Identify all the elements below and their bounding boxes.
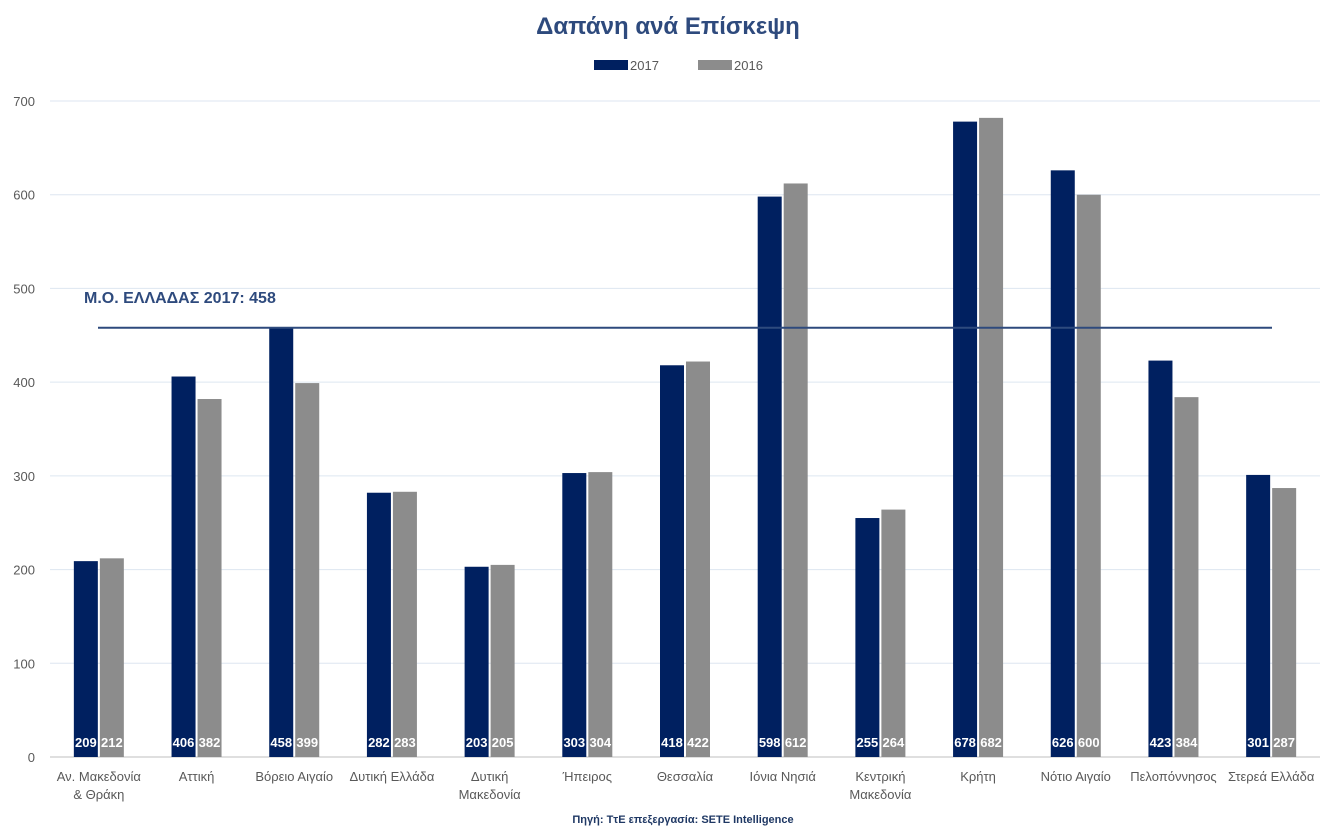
data-label-2017-2: 458 — [270, 735, 292, 750]
data-label-2016-7: 612 — [785, 735, 807, 750]
data-label-2017-1: 406 — [173, 735, 195, 750]
data-label-2016-5: 304 — [589, 735, 611, 750]
bar-2017-2 — [269, 327, 294, 757]
x-tick-label: Ιόνια Νησιά — [749, 769, 816, 784]
bar-2017-8 — [855, 518, 880, 757]
bar-2016-1 — [197, 399, 222, 757]
x-tick-label: Νότιο Αιγαίο — [1041, 769, 1111, 784]
bar-2016-2 — [295, 383, 320, 757]
y-tick-label: 0 — [28, 750, 35, 765]
data-label-2017-8: 255 — [857, 735, 879, 750]
bar-2016-8 — [881, 509, 906, 757]
x-tick-label: & Θράκη — [73, 787, 124, 802]
bar-2017-3 — [366, 492, 391, 757]
data-label-2016-6: 422 — [687, 735, 709, 750]
bar-2016-0 — [99, 558, 124, 757]
average-line-label: Μ.Ο. ΕΛΛΑΔΑΣ 2017: 458 — [84, 290, 276, 307]
x-tick-label: Δυτική Ελλάδα — [349, 769, 434, 784]
x-tick-label: Πελοπόννησος — [1130, 769, 1216, 784]
x-tick-label: Αν. Μακεδονία — [57, 769, 142, 784]
x-tick-label: Ήπειρος — [562, 769, 612, 784]
x-tick-label: Κεντρική — [855, 769, 905, 784]
bar-2016-11 — [1174, 397, 1199, 757]
bar-2016-12 — [1272, 488, 1297, 757]
data-label-2016-1: 382 — [199, 735, 221, 750]
data-label-2017-6: 418 — [661, 735, 683, 750]
bar-2017-4 — [464, 566, 489, 757]
data-labels: 209 212 406 382 458 399 282 283 203 205 303 304 418 4… — [75, 735, 1295, 750]
x-axis: Αν. Μακεδονία & Θράκη Αττική Βόρειο Αιγαίο Δ… — [57, 769, 1315, 802]
y-tick-label: 300 — [13, 469, 35, 484]
data-label-2016-11: 384 — [1176, 735, 1198, 750]
data-label-2017-9: 678 — [954, 735, 976, 750]
bar-2016-4 — [490, 564, 515, 757]
bar-2017-0 — [73, 561, 98, 757]
bar-2017-12 — [1246, 474, 1271, 757]
legend-label-2017: 2017 — [630, 58, 659, 73]
x-tick-label: Αττική — [179, 769, 215, 784]
data-label-2016-0: 212 — [101, 735, 123, 750]
bar-2016-9 — [979, 117, 1004, 757]
bar-2016-5 — [588, 472, 613, 757]
data-label-2017-11: 423 — [1150, 735, 1172, 750]
data-label-2016-2: 399 — [296, 735, 318, 750]
chart-title: Δαπάνη ανά Επίσκεψη — [536, 13, 800, 40]
data-label-2017-5: 303 — [563, 735, 585, 750]
data-label-2016-8: 264 — [883, 735, 905, 750]
bar-2017-7 — [757, 196, 782, 758]
source-note: Πηγή: ΤτΕ επεξεργασία: SETE Intelligence — [572, 814, 793, 826]
y-tick-label: 100 — [13, 656, 35, 671]
y-tick-label: 600 — [13, 188, 35, 203]
bar-2017-9 — [953, 121, 978, 758]
x-tick-label: Μακεδονία — [849, 787, 911, 802]
bar-2017-5 — [562, 473, 587, 757]
data-label-2017-0: 209 — [75, 735, 97, 750]
data-label-2017-10: 626 — [1052, 735, 1074, 750]
data-label-2016-10: 600 — [1078, 735, 1100, 750]
bar-2017-11 — [1148, 360, 1173, 757]
bar-2016-3 — [392, 491, 417, 757]
y-tick-label: 400 — [13, 375, 35, 390]
legend: 2017 2016 — [594, 58, 763, 73]
data-label-2016-4: 205 — [492, 735, 514, 750]
y-axis: 0 100 200 300 400 500 600 700 — [13, 94, 35, 765]
gridlines — [50, 100, 1320, 758]
bar-2017-10 — [1050, 170, 1075, 757]
data-label-2016-12: 287 — [1273, 735, 1295, 750]
data-label-2016-9: 682 — [980, 735, 1002, 750]
reference-line-group: Μ.Ο. ΕΛΛΑΔΑΣ 2017: 458 — [84, 290, 1272, 329]
data-label-2017-3: 282 — [368, 735, 390, 750]
x-tick-label: Μακεδονία — [459, 787, 521, 802]
legend-swatch-2016 — [698, 60, 732, 70]
x-tick-label: Θεσσαλία — [657, 769, 714, 784]
data-label-2017-7: 598 — [759, 735, 781, 750]
bar-2017-6 — [660, 365, 684, 757]
x-tick-label: Κρήτη — [960, 769, 996, 784]
x-tick-label: Δυτική — [471, 769, 509, 784]
bars — [73, 117, 1297, 758]
bar-2016-10 — [1076, 194, 1101, 757]
bar-2017-1 — [171, 376, 196, 757]
legend-label-2016: 2016 — [734, 58, 763, 73]
data-label-2016-3: 283 — [394, 735, 416, 750]
bar-2016-6 — [686, 361, 710, 757]
x-tick-label: Στερεά Ελλάδα — [1228, 769, 1315, 784]
y-tick-label: 200 — [13, 563, 35, 578]
bar-2016-7 — [783, 183, 808, 757]
y-tick-label: 700 — [13, 94, 35, 109]
y-tick-label: 500 — [13, 281, 35, 296]
x-tick-label: Βόρειο Αιγαίο — [255, 769, 333, 784]
data-label-2017-12: 301 — [1247, 735, 1269, 750]
legend-swatch-2017 — [594, 60, 628, 70]
data-label-2017-4: 203 — [466, 735, 488, 750]
